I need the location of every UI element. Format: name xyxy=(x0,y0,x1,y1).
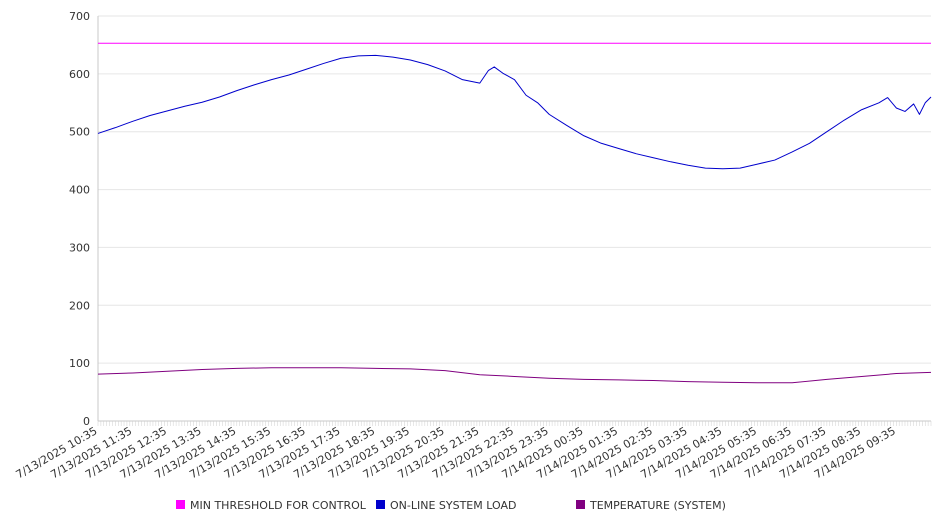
series-line-on-line-system-load xyxy=(97,54,932,170)
legend-label-on-line-system-load: ON-LINE SYSTEM LOAD xyxy=(390,499,516,512)
y-tick-label-600: 600 xyxy=(69,68,90,81)
series-lines xyxy=(97,42,932,384)
series-line-temperature-system xyxy=(97,367,932,384)
y-tick-label-0: 0 xyxy=(83,415,90,428)
y-tick-label-400: 400 xyxy=(69,184,90,197)
y-tick-label-200: 200 xyxy=(69,299,90,312)
y-tick-label-700: 700 xyxy=(69,10,90,23)
legend-swatch-on-line-system-load xyxy=(376,500,385,509)
legend-label-min-threshold-for-control: MIN THRESHOLD FOR CONTROL xyxy=(190,499,367,512)
legend-swatch-min-threshold-for-control xyxy=(176,500,185,509)
grid-lines xyxy=(98,15,931,364)
y-tick-label-300: 300 xyxy=(69,241,90,254)
y-tick-label-100: 100 xyxy=(69,357,90,370)
y-tick-label-500: 500 xyxy=(69,126,90,139)
legend-label-temperature-system: TEMPERATURE (SYSTEM) xyxy=(589,499,726,512)
legend: MIN THRESHOLD FOR CONTROL ON-LINE SYSTEM … xyxy=(176,499,726,512)
legend-swatch-temperature-system xyxy=(576,500,585,509)
